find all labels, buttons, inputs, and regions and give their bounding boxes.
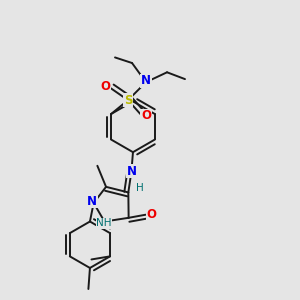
Text: H: H: [136, 183, 144, 193]
Text: O: O: [141, 109, 151, 122]
Text: N: N: [126, 165, 136, 178]
Text: N: N: [141, 74, 151, 87]
Text: N: N: [87, 195, 97, 208]
Text: S: S: [124, 94, 132, 107]
Text: O: O: [100, 80, 110, 93]
Text: NH: NH: [96, 218, 112, 228]
Text: O: O: [146, 208, 156, 221]
